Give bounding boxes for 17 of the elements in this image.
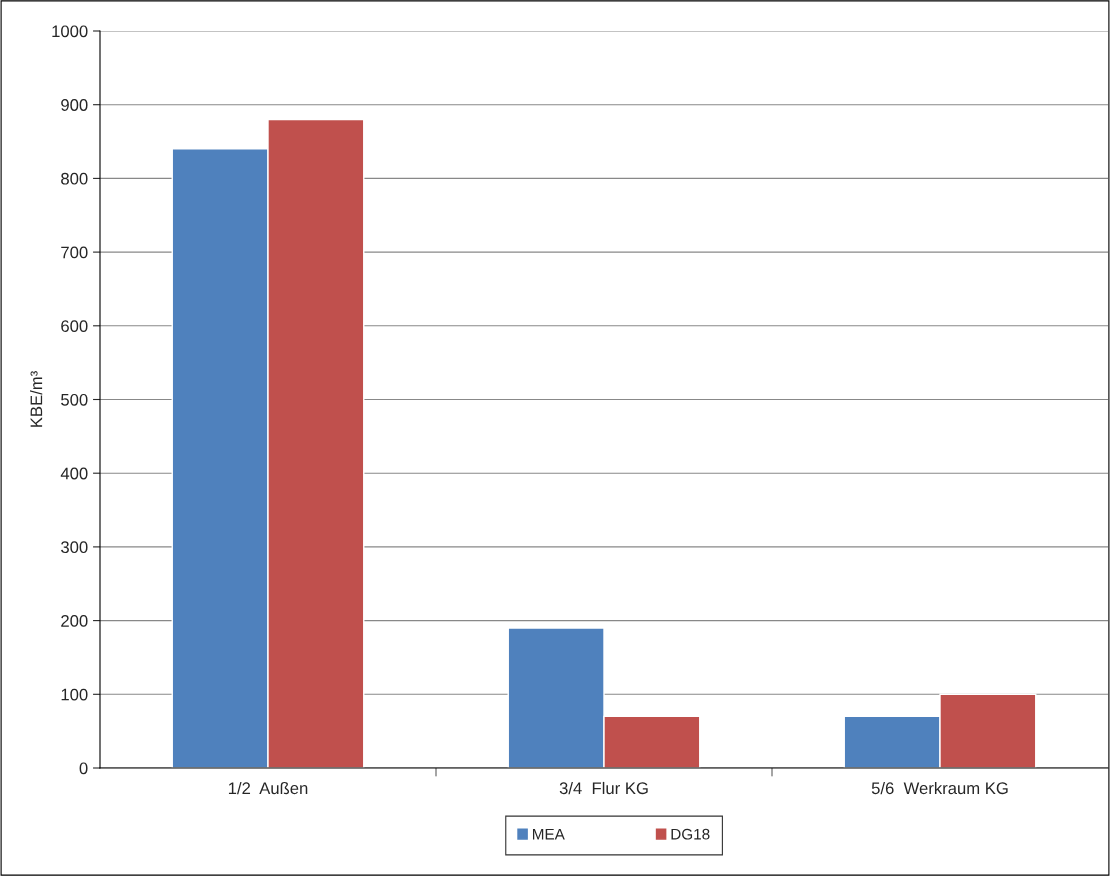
legend-label: MEA — [532, 828, 565, 840]
y-tick-label: 900 — [61, 99, 88, 111]
y-tick-label: 700 — [61, 246, 88, 259]
y-tick-label: 500 — [61, 393, 88, 406]
legend-label: DG18 — [671, 828, 710, 840]
y-tick-label: 300 — [61, 541, 88, 554]
y-tick-label: 400 — [60, 467, 88, 480]
x-tick-label: 1/2 Außen — [228, 781, 308, 795]
y-tick-label: 0 — [79, 762, 88, 775]
y-tick-label: 200 — [61, 615, 88, 627]
x-tick-label: 3/4 Flur KG — [559, 781, 648, 795]
y-axis-title: KBE/m³ — [30, 371, 43, 427]
y-tick-label: 100 — [61, 688, 88, 701]
y-tick-label: 600 — [61, 320, 88, 332]
y-tick-label: 1000 — [52, 25, 88, 38]
x-tick-label: 5/6 Werkraum KG — [871, 781, 1008, 795]
y-tick-label: 800 — [61, 172, 88, 185]
